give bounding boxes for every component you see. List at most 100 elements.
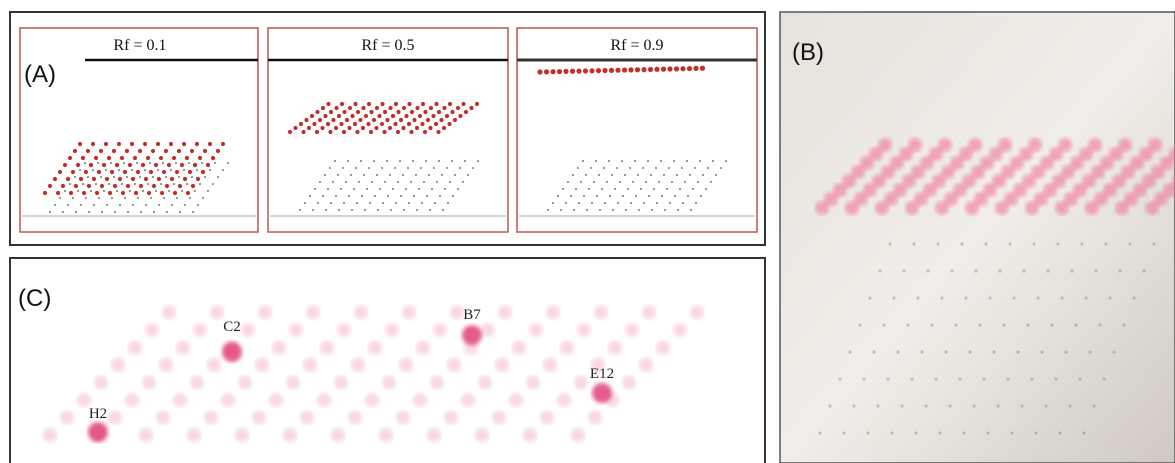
- spot: [88, 211, 90, 213]
- spot: [342, 110, 346, 114]
- spot: [965, 297, 968, 300]
- spot: [163, 197, 165, 199]
- spot: [63, 163, 67, 167]
- spot: [385, 323, 399, 337]
- spot: [429, 209, 431, 211]
- spot: [1083, 432, 1086, 435]
- spot: [582, 160, 584, 162]
- spot: [157, 177, 161, 181]
- spot: [1023, 270, 1026, 273]
- spot: [138, 149, 142, 153]
- spot: [425, 160, 427, 162]
- spot: [702, 174, 704, 176]
- spot: [118, 169, 120, 171]
- spot: [197, 204, 199, 206]
- spot: [949, 405, 952, 408]
- spot: [878, 138, 892, 152]
- spot: [318, 118, 322, 122]
- spot: [84, 162, 86, 164]
- spot: [589, 68, 594, 73]
- spot: [354, 306, 368, 320]
- spot: [309, 195, 311, 197]
- spot: [423, 181, 425, 183]
- spot: [404, 114, 408, 118]
- spot: [101, 211, 103, 213]
- spot: [149, 162, 151, 164]
- spot: [168, 190, 170, 192]
- spot: [1021, 405, 1024, 408]
- spot: [399, 358, 413, 372]
- spot: [182, 142, 186, 146]
- spot: [189, 197, 191, 199]
- spot: [377, 114, 381, 118]
- spot: [126, 176, 128, 178]
- spot: [206, 163, 210, 167]
- spot: [1095, 270, 1098, 273]
- spot: [687, 195, 689, 197]
- spot: [222, 169, 224, 171]
- spot: [331, 118, 335, 122]
- spot: [396, 110, 400, 114]
- spot: [591, 202, 593, 204]
- spot: [442, 106, 446, 110]
- spot: [160, 191, 164, 195]
- spot: [108, 183, 110, 185]
- spot: [694, 167, 696, 169]
- spot: [48, 184, 52, 188]
- spot: [979, 324, 982, 327]
- spot: [162, 170, 166, 174]
- spot: [317, 202, 319, 204]
- spot: [1058, 138, 1072, 152]
- spot: [418, 188, 420, 190]
- spot: [622, 376, 636, 390]
- spot: [635, 195, 637, 197]
- spot: [674, 195, 676, 197]
- spot: [324, 174, 326, 176]
- spot: [79, 169, 81, 171]
- spot: [469, 106, 473, 110]
- spot: [150, 197, 152, 199]
- spot: [409, 130, 413, 134]
- spot: [700, 195, 702, 197]
- spot: [380, 122, 384, 126]
- spot: [188, 162, 190, 164]
- spot: [364, 209, 366, 211]
- spot: [901, 405, 904, 408]
- spot: [656, 202, 658, 204]
- spot: [75, 211, 77, 213]
- spot: [84, 170, 88, 174]
- spot: [136, 170, 140, 174]
- spot: [347, 126, 351, 130]
- spot: [77, 190, 79, 192]
- spot: [94, 376, 108, 390]
- spot: [461, 393, 475, 407]
- spot: [131, 177, 135, 181]
- spot: [162, 306, 176, 320]
- spot: [725, 160, 727, 162]
- spot: [212, 183, 214, 185]
- spot: [100, 176, 102, 178]
- spot: [451, 160, 453, 162]
- spot: [323, 114, 327, 118]
- spot: [889, 243, 892, 246]
- spot: [180, 163, 184, 167]
- spot: [975, 270, 978, 273]
- spot: [557, 393, 571, 407]
- spot: [608, 341, 622, 355]
- spot: [399, 160, 401, 162]
- spot: [604, 202, 606, 204]
- spot: [392, 188, 394, 190]
- spot: [643, 202, 645, 204]
- spot: [925, 405, 928, 408]
- spot: [625, 323, 639, 337]
- spot: [622, 195, 624, 197]
- spot: [121, 191, 125, 195]
- spot: [353, 188, 355, 190]
- spot: [1075, 324, 1078, 327]
- spot: [495, 358, 509, 372]
- spot: [306, 306, 320, 320]
- spot: [911, 378, 914, 381]
- spot: [660, 160, 662, 162]
- spot: [222, 342, 242, 362]
- spot: [570, 195, 572, 197]
